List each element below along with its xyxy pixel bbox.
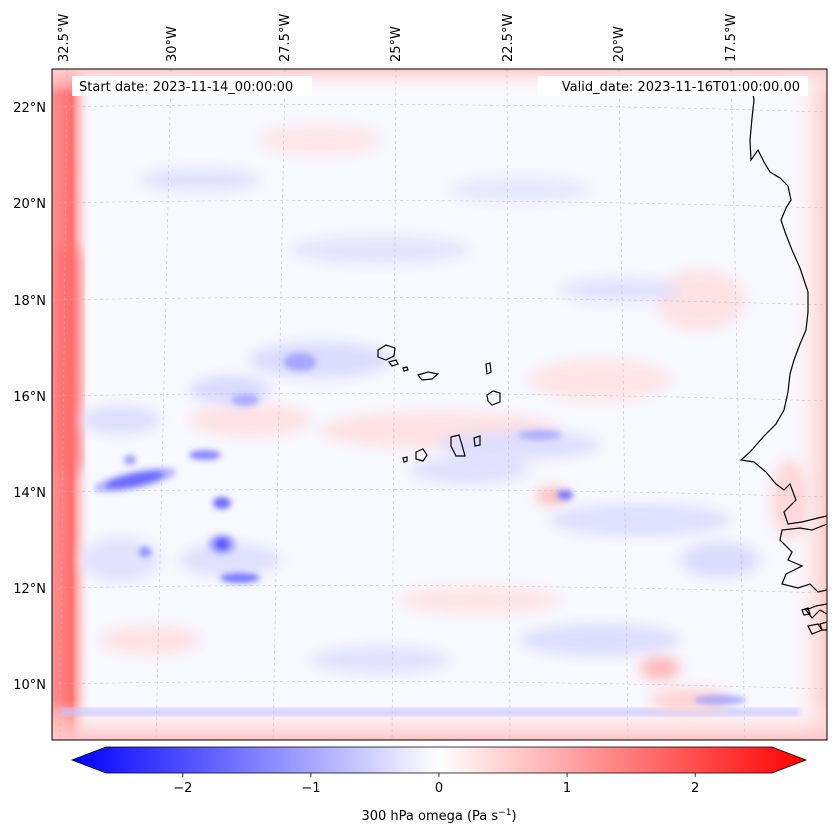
lat-label: 14°N: [13, 486, 46, 501]
island-sao-nicolau: [416, 371, 440, 381]
weak-ascent-patches: [80, 168, 760, 674]
lat-label: 18°N: [13, 294, 46, 309]
valid-date-box: [538, 76, 808, 96]
lon-label: 27.5°W: [278, 14, 293, 62]
valid-date-label: Valid_date: 2023-11-16T01:00:00.00: [562, 80, 800, 95]
colorbar-tick-label: 2: [691, 781, 699, 796]
latitude-labels: 22°N 20°N 18°N 16°N 14°N 12°N 10°N: [13, 101, 46, 693]
colorbar-tick-label: −1: [301, 781, 320, 796]
map-panel: Start date: 2023-11-14_00:00:00 Valid_da…: [51, 68, 828, 741]
colorbar-label: 300 hPa omega (Pa s−1): [361, 808, 516, 824]
longitude-labels: 32.5°W 30°W 27.5°W 25°W 22.5°W 20°W 17.5…: [57, 14, 739, 62]
island-sal: [485, 362, 492, 375]
graticule: [52, 69, 827, 740]
island-boa-vista: [486, 390, 501, 406]
island-bijagos-c: [801, 607, 811, 616]
colorbar-bar: [70, 746, 808, 774]
colorbar-ticks: −2 −1 0 1 2: [173, 773, 699, 796]
right-boundary-band: [787, 69, 827, 740]
lat-label: 20°N: [13, 197, 46, 212]
lon-label: 17.5°W: [724, 14, 739, 62]
lon-label: 32.5°W: [57, 14, 72, 62]
start-date-box: [72, 76, 312, 96]
lat-label: 10°N: [13, 678, 46, 693]
island-sao-vicente: [387, 359, 399, 367]
coastlines: [377, 87, 827, 635]
lat-label: 16°N: [13, 390, 46, 405]
strong-ascent-cells: [93, 353, 746, 705]
colorbar-tick-label: 1: [563, 781, 571, 796]
lat-label: 22°N: [13, 101, 46, 116]
lon-label: 25°W: [389, 26, 404, 62]
left-boundary-peak: [56, 250, 82, 470]
colorbar-tick-label: 0: [435, 781, 443, 796]
island-fogo: [415, 448, 428, 462]
island-santiago: [450, 434, 466, 457]
omega-field: [52, 69, 827, 740]
island-brava: [402, 456, 408, 463]
bottom-blue-rim: [60, 708, 800, 716]
island-maio: [473, 435, 481, 447]
lon-label: 30°W: [165, 26, 180, 62]
island-santa-luzia: [402, 366, 409, 372]
lon-label: 22.5°W: [501, 14, 516, 62]
island-bijagos-b: [819, 621, 827, 631]
lon-label: 20°W: [612, 26, 627, 62]
start-date-label: Start date: 2023-11-14_00:00:00: [79, 80, 293, 95]
map-frame: [51, 68, 828, 741]
colorbar: −2 −1 0 1 2 300 hPa omega (Pa s−1): [70, 746, 808, 824]
island-santo-antao: [377, 344, 396, 361]
lat-label: 12°N: [13, 582, 46, 597]
colorbar-tick-label: −2: [173, 781, 192, 796]
